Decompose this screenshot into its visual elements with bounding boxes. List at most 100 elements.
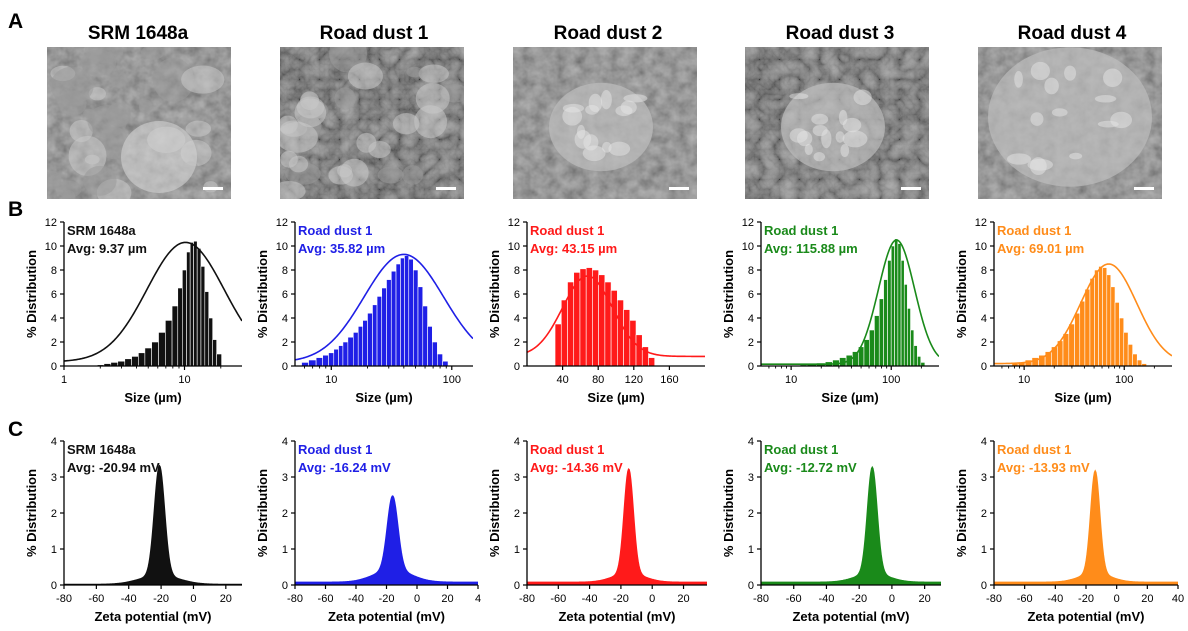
y-tick-label: 8 — [282, 265, 288, 277]
y-tick-label: 2 — [748, 508, 754, 520]
y-axis-label: % Distribution — [255, 469, 270, 557]
x-tick-label: -60 — [1017, 593, 1033, 605]
x-tick-label: -20 — [379, 593, 395, 605]
y-tick-label: 3 — [51, 472, 57, 484]
x-axis-label: Size (µm) — [1054, 390, 1111, 405]
histogram-bar — [427, 326, 433, 366]
histogram-bar — [913, 345, 918, 366]
histogram-bar — [357, 326, 364, 366]
y-tick-label: 2 — [748, 337, 754, 349]
histogram-bar — [907, 308, 911, 366]
histogram-bar — [1062, 333, 1070, 366]
histogram-bar — [372, 304, 378, 366]
y-tick-label: 10 — [975, 241, 987, 253]
x-axis-label: Size (µm) — [821, 390, 878, 405]
sem-image — [978, 47, 1162, 199]
histogram-bar — [1074, 312, 1081, 366]
histogram-bar — [376, 296, 383, 366]
sample-label: Road dust 1 — [530, 223, 604, 238]
y-tick-label: 1 — [51, 544, 57, 556]
histogram-bar — [342, 341, 349, 366]
sample-label: SRM 1648a — [67, 442, 136, 457]
x-tick-label: -80 — [287, 593, 303, 605]
histogram-bar — [381, 287, 387, 366]
y-tick-label: 3 — [282, 472, 288, 484]
fit-curve — [527, 275, 705, 358]
y-tick-label: 10 — [45, 241, 57, 253]
histogram-bar — [900, 260, 905, 366]
zeta-distribution-area — [761, 465, 941, 585]
histogram-bar — [1084, 288, 1091, 366]
chart-panel-c-1: 0 1 2 3 4 -80 -60 -40 -20 0 20 Zeta potential (mV)%… — [24, 436, 242, 624]
histogram-bar — [328, 352, 335, 366]
histogram-bar — [395, 263, 401, 366]
y-tick-label: 12 — [742, 217, 754, 229]
histogram-bar — [1132, 353, 1138, 366]
y-tick-label: 1 — [514, 544, 520, 556]
y-tick-label: 3 — [748, 472, 754, 484]
histogram-bar — [204, 291, 210, 366]
histogram-bar — [1141, 363, 1147, 366]
histogram-bar — [404, 255, 410, 366]
chart-panel-b-5: 0 2 4 6 8 10 12 10 100 Size (µm) % Distribution Roa… — [954, 217, 1172, 405]
histogram-bar — [432, 341, 438, 366]
y-axis-label: % Distribution — [255, 250, 270, 338]
histogram-bar — [1127, 344, 1133, 366]
x-tick-label: -20 — [613, 593, 629, 605]
y-tick-label: 2 — [51, 508, 57, 520]
chart-panel-c-5: 0 1 2 3 4 -80 -60 -40 -20 0 20 40 Zeta potential (mV… — [954, 436, 1184, 624]
x-axis-label: Zeta potential (mV) — [792, 609, 909, 624]
histogram-bar — [151, 341, 159, 366]
average-label: Avg: 35.82 µm — [298, 241, 385, 256]
histogram-bar — [165, 320, 173, 366]
x-tick-label: -60 — [318, 593, 334, 605]
panel-letter-a: A — [8, 10, 23, 33]
histogram-bar — [610, 290, 618, 366]
x-tick-label: 100 — [443, 374, 461, 386]
histogram-bar — [338, 345, 344, 366]
sample-label: Road dust 1 — [530, 442, 604, 457]
y-tick-label: 2 — [514, 508, 520, 520]
x-tick-label: -40 — [819, 593, 835, 605]
x-axis-label: Zeta potential (mV) — [328, 609, 445, 624]
x-tick-label: -20 — [1078, 593, 1094, 605]
y-tick-label: 0 — [514, 361, 520, 373]
x-axis-label: Zeta potential (mV) — [558, 609, 675, 624]
histogram-bar — [138, 352, 146, 366]
x-tick-label: 20 — [1141, 593, 1153, 605]
sem-image — [745, 47, 929, 199]
chart-panel-b-3: 0 2 4 6 8 10 12 40 80 120 160 Size (µm) % Distributi… — [487, 217, 705, 405]
average-label: Avg: -14.36 mV — [530, 460, 623, 475]
panel-letter-c: C — [8, 418, 23, 441]
x-tick-label: -60 — [550, 593, 566, 605]
x-tick-label: -80 — [56, 593, 72, 605]
histogram-bar — [322, 354, 329, 366]
y-tick-label: 3 — [514, 472, 520, 484]
histogram-bar — [408, 258, 414, 366]
y-tick-label: 0 — [514, 580, 520, 592]
histogram-bar — [417, 286, 424, 366]
x-tick-label: 20 — [919, 593, 931, 605]
histogram-bar — [869, 329, 875, 366]
histogram-bar — [158, 332, 166, 366]
histogram-bar — [333, 348, 339, 366]
x-tick-label: 0 — [414, 593, 420, 605]
x-tick-label: -40 — [121, 593, 137, 605]
histogram-bar — [648, 357, 656, 366]
histogram-bar — [579, 268, 587, 366]
y-tick-label: 6 — [981, 289, 987, 301]
y-tick-label: 4 — [282, 313, 288, 325]
y-tick-label: 2 — [282, 337, 288, 349]
chart-panel-b-1: 0 2 4 6 8 10 12 1 10 Size (µm) % Distribution SRM 1… — [24, 217, 242, 405]
histogram-bar — [117, 360, 126, 366]
x-tick-label: -80 — [519, 593, 535, 605]
zeta-distribution-area — [994, 469, 1178, 585]
average-label: Avg: -20.94 mV — [67, 460, 160, 475]
x-axis-label: Size (µm) — [355, 390, 412, 405]
histogram-bar — [362, 320, 368, 366]
y-tick-label: 8 — [514, 265, 520, 277]
histogram-bar — [315, 357, 323, 366]
x-tick-label: -60 — [786, 593, 802, 605]
